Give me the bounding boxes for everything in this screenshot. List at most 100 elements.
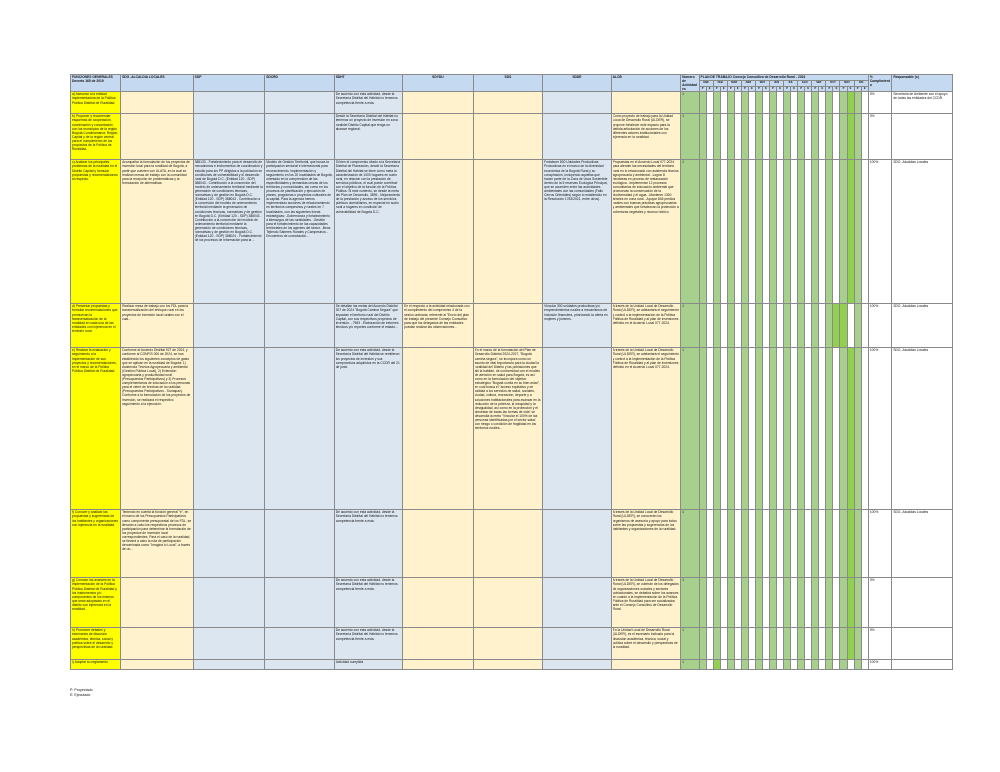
sds-cell bbox=[472, 509, 544, 579]
header-sdyfu: SDYDU bbox=[402, 73, 474, 93]
sdyfu-cell bbox=[402, 627, 474, 661]
planned-cell bbox=[726, 627, 735, 661]
executed-cell bbox=[719, 577, 728, 629]
sdg-cell: Acompañar la formulación de los proyecto… bbox=[120, 159, 194, 305]
executed-cell bbox=[747, 577, 756, 629]
executed-cell bbox=[860, 509, 869, 579]
responsible-cell: SDG -Alcaldías Locales bbox=[891, 509, 953, 579]
executed-cell bbox=[818, 627, 827, 661]
compliance-percent: 100% bbox=[867, 159, 893, 305]
executed-cell bbox=[790, 113, 799, 161]
executed-cell bbox=[846, 509, 855, 579]
planned-cell bbox=[839, 509, 848, 579]
planned-cell bbox=[712, 577, 721, 629]
executed-cell bbox=[705, 159, 714, 305]
sds-cell bbox=[472, 159, 544, 305]
executed-cell bbox=[790, 303, 799, 349]
planned-cell bbox=[712, 91, 721, 115]
compliance-percent: 0% bbox=[867, 577, 893, 629]
executed-cell bbox=[860, 577, 869, 629]
plan-table: FUNCIONES GENERALES Decreto 165 de 2019 … bbox=[69, 73, 953, 671]
planned-cell bbox=[839, 91, 848, 115]
planned-cell bbox=[740, 91, 749, 115]
funcion-cell: f) Conocer y analizar las propuestas y s… bbox=[69, 509, 122, 579]
executed-cell bbox=[804, 303, 813, 349]
planned-cell bbox=[825, 509, 834, 579]
sdcrd-cell bbox=[264, 509, 335, 579]
executed-cell bbox=[832, 91, 841, 115]
executed-cell bbox=[790, 577, 799, 629]
funcion-cell: g) Conocer los avances en la implementac… bbox=[69, 577, 122, 629]
planned-cell bbox=[783, 159, 792, 305]
planned-cell bbox=[839, 347, 848, 511]
planned-cell bbox=[811, 659, 820, 671]
compliance-percent: 0% bbox=[867, 113, 893, 161]
alcb-cell: Propuestas en el Acuerdo Local 077-2024 … bbox=[610, 159, 682, 305]
sdg-cell bbox=[120, 577, 194, 629]
sdde-cell bbox=[542, 509, 612, 579]
planned-cell bbox=[853, 159, 862, 305]
header-cumplimiento: % Cumplimiento bbox=[867, 73, 893, 93]
planned-cell bbox=[811, 303, 820, 349]
executed-cell bbox=[804, 627, 813, 661]
planned-cell bbox=[768, 159, 778, 305]
activity-count: 1 bbox=[680, 91, 700, 115]
sdde-cell: Vincular 300 unidades productivas y/o em… bbox=[542, 303, 612, 349]
sdg-cell: Realizar mesa de trabajo con los FDL par… bbox=[120, 303, 194, 349]
activity-count: 1 bbox=[680, 659, 700, 671]
planned-cell bbox=[698, 159, 707, 305]
planned-cell bbox=[825, 91, 834, 115]
sdcrd-cell bbox=[264, 627, 335, 661]
planned-cell bbox=[797, 509, 806, 579]
compliance-percent: 0% bbox=[867, 627, 893, 661]
executed-cell bbox=[776, 159, 785, 305]
executed-cell bbox=[733, 303, 742, 349]
planned-cell bbox=[754, 91, 763, 115]
planned-cell bbox=[797, 303, 806, 349]
responsible-cell bbox=[891, 577, 953, 629]
planned-cell bbox=[825, 627, 834, 661]
responsible-cell bbox=[891, 113, 953, 161]
sdcrd-cell bbox=[264, 659, 335, 671]
responsible-cell: SDG -Alcaldías Locales bbox=[891, 159, 953, 305]
planned-cell bbox=[768, 303, 778, 349]
executed-cell bbox=[747, 303, 756, 349]
planned-cell bbox=[712, 659, 721, 671]
planned-cell bbox=[768, 113, 778, 161]
table-row: h) Promover debates y escenarios de disc… bbox=[69, 627, 953, 661]
executed-cell bbox=[832, 627, 841, 661]
sdyfu-cell bbox=[402, 91, 474, 115]
planned-cell bbox=[853, 113, 862, 161]
executed-cell bbox=[733, 91, 742, 115]
responsible-cell: SDG -Alcaldías Locales bbox=[891, 303, 953, 349]
planned-cell bbox=[768, 91, 778, 115]
planned-cell bbox=[726, 577, 735, 629]
table-row: e) Realizar la evaluación y seguimiento … bbox=[69, 347, 953, 511]
executed-cell bbox=[846, 577, 855, 629]
executed-cell bbox=[776, 91, 785, 115]
sdcrd-cell bbox=[264, 91, 335, 115]
planned-cell bbox=[726, 159, 735, 305]
planned-cell bbox=[740, 577, 749, 629]
executed-cell bbox=[790, 159, 799, 305]
planned-cell bbox=[698, 627, 707, 661]
sdyfu-cell bbox=[402, 347, 474, 511]
executed-cell bbox=[846, 113, 855, 161]
executed-cell bbox=[804, 347, 813, 511]
planned-cell bbox=[853, 627, 862, 661]
planned-cell bbox=[825, 303, 834, 349]
planned-cell bbox=[726, 91, 735, 115]
header-sdcrd: SDCRD bbox=[264, 73, 335, 93]
planned-cell bbox=[754, 303, 763, 349]
planned-cell bbox=[853, 509, 862, 579]
planned-cell bbox=[726, 347, 735, 511]
planned-cell bbox=[825, 159, 834, 305]
planned-cell bbox=[783, 113, 792, 161]
header-numero: Número de Actividades bbox=[680, 73, 700, 93]
sdde-cell bbox=[542, 577, 612, 629]
activity-count: 1 bbox=[680, 159, 700, 305]
executed-cell bbox=[719, 627, 728, 661]
planned-cell bbox=[811, 159, 820, 305]
sdde-cell bbox=[542, 91, 612, 115]
planned-cell bbox=[740, 159, 749, 305]
